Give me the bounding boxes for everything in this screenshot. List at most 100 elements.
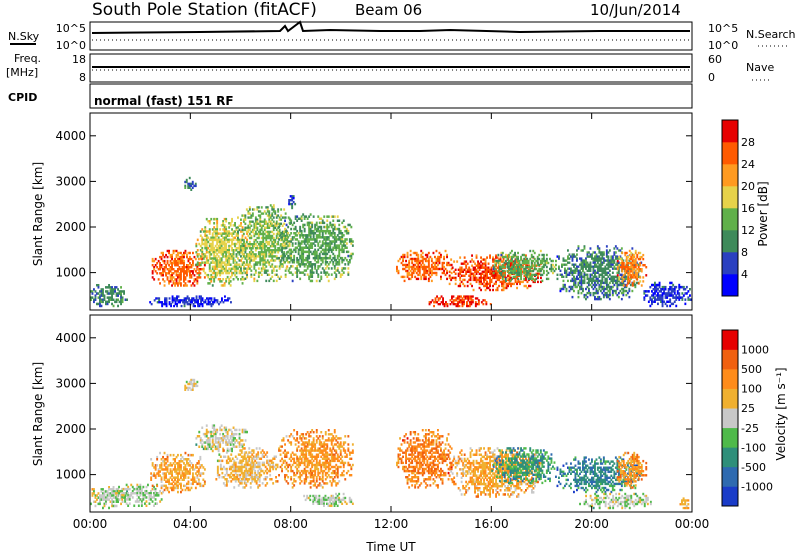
- heatmap-cell: [330, 232, 333, 235]
- heatmap-cell: [327, 248, 330, 252]
- heatmap-cell: [314, 225, 317, 229]
- heatmap-cell: [234, 249, 236, 252]
- heatmap-cell: [259, 210, 262, 213]
- heatmap-cell: [296, 215, 299, 218]
- heatmap-cell: [583, 261, 586, 264]
- heatmap-cell: [111, 502, 113, 506]
- heatmap-cell: [163, 268, 166, 271]
- heatmap-cell: [622, 291, 625, 295]
- heatmap-cell: [223, 437, 226, 440]
- heatmap-cell: [514, 269, 516, 273]
- heatmap-cell: [338, 229, 341, 233]
- heatmap-cell: [96, 494, 98, 497]
- heatmap-cell: [526, 265, 529, 269]
- heatmap-cell: [225, 228, 228, 231]
- heatmap-cell: [318, 265, 321, 268]
- heatmap-cell: [197, 276, 200, 279]
- heatmap-cell: [574, 263, 577, 266]
- heatmap-cell: [229, 224, 232, 227]
- heatmap-cell: [111, 490, 113, 493]
- heatmap-cell: [151, 259, 154, 263]
- heatmap-cell: [266, 273, 269, 276]
- heatmap-cell: [477, 264, 479, 267]
- heatmap-cell: [657, 288, 659, 291]
- heatmap-cell: [608, 291, 611, 295]
- heatmap-cell: [642, 276, 645, 279]
- heatmap-cell: [324, 261, 327, 264]
- heatmap-cell: [203, 301, 205, 304]
- heatmap-cell: [268, 230, 271, 234]
- heatmap-cell: [171, 297, 174, 300]
- heatmap-cell: [108, 492, 110, 495]
- heatmap-cell: [498, 278, 500, 282]
- heatmap-cell: [454, 303, 456, 306]
- heatmap-cell: [315, 238, 318, 241]
- heatmap-cell: [280, 208, 283, 211]
- heatmap-cell: [335, 240, 338, 243]
- heatmap-cell: [498, 267, 501, 271]
- heatmap-cell: [583, 259, 586, 262]
- heatmap-cell: [250, 253, 253, 256]
- heatmap-cell: [317, 234, 320, 237]
- heatmap-cell: [281, 256, 283, 260]
- heatmap-cell: [486, 286, 488, 290]
- heatmap-cell: [409, 273, 412, 277]
- heatmap-cell: [598, 257, 601, 260]
- heatmap-cell: [274, 240, 277, 244]
- heatmap-cell: [211, 228, 214, 231]
- heatmap-cell: [150, 478, 153, 481]
- heatmap-cell: [194, 466, 197, 469]
- heatmap-cell: [213, 428, 216, 432]
- heatmap-cell: [205, 244, 208, 248]
- heatmap-cell: [160, 476, 163, 479]
- heatmap-cell: [231, 473, 234, 477]
- heatmap-cell: [97, 286, 100, 289]
- heatmap-cell: [274, 222, 277, 225]
- heatmap-cell: [336, 215, 339, 218]
- heatmap-cell: [625, 266, 628, 269]
- heatmap-cell: [324, 232, 327, 235]
- heatmap-cell: [432, 251, 435, 255]
- heatmap-cell: [607, 271, 610, 274]
- heatmap-cell: [217, 441, 220, 444]
- heatmap-cell: [210, 217, 213, 221]
- heatmap-cell: [216, 242, 219, 246]
- heatmap-cell: [599, 253, 602, 256]
- heatmap-cell: [148, 492, 151, 495]
- heatmap-cell: [180, 486, 182, 490]
- heatmap-cell: [617, 295, 620, 299]
- heatmap-cell: [583, 265, 586, 268]
- heatmap-cell: [171, 488, 173, 492]
- heatmap-cell: [125, 483, 128, 487]
- heatmap-cell: [201, 236, 204, 239]
- heatmap-cell: [160, 492, 163, 495]
- heatmap-cell: [468, 295, 471, 298]
- heatmap-cell: [309, 265, 312, 268]
- heatmap-cell: [263, 222, 266, 225]
- heatmap-cell: [287, 216, 290, 219]
- heatmap-cell: [121, 494, 124, 497]
- heatmap-cell: [165, 301, 168, 304]
- heatmap-cell: [588, 255, 590, 258]
- heatmap-cell: [689, 288, 691, 291]
- heatmap-cell: [289, 202, 292, 206]
- heatmap-cell: [489, 280, 491, 284]
- heatmap-cell: [406, 269, 409, 273]
- heatmap-cell: [219, 269, 222, 273]
- heatmap-cell: [269, 216, 272, 219]
- heatmap-cell: [335, 236, 338, 239]
- heatmap-cell: [256, 222, 259, 225]
- heatmap-cell: [657, 302, 659, 306]
- heatmap-cell: [685, 292, 688, 295]
- heatmap-cell: [278, 228, 281, 232]
- heatmap-cell: [189, 301, 192, 304]
- heatmap-cell: [553, 265, 556, 269]
- heatmap-cell: [253, 226, 256, 229]
- heatmap-cell: [619, 257, 622, 261]
- heatmap-cell: [315, 256, 318, 260]
- heatmap-cell: [191, 182, 194, 186]
- heatmap-cell: [219, 259, 222, 262]
- heatmap-cell: [237, 234, 239, 238]
- heatmap-cell: [153, 474, 156, 477]
- heatmap-cell: [228, 465, 231, 469]
